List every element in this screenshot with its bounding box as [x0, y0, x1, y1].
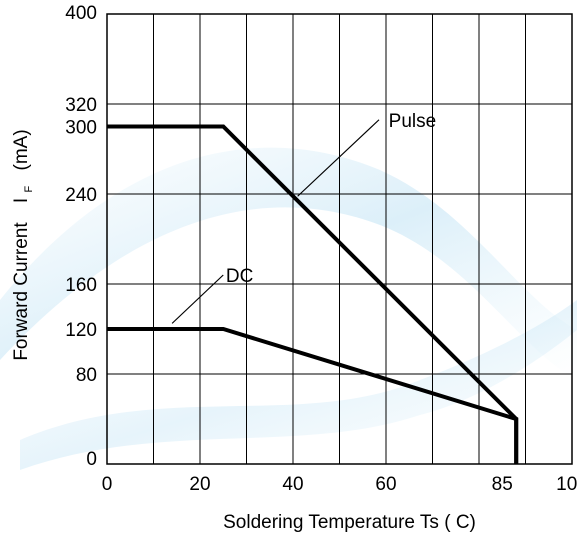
x-tick-label: 100	[556, 474, 577, 495]
y-tick-label: 320	[65, 95, 97, 116]
plot-frame	[106, 13, 573, 465]
y-axis-title-unit: (mA)	[11, 129, 32, 170]
annotation-leaders	[171, 119, 380, 324]
x-tick-label: 85	[492, 474, 513, 495]
x-tick-label: 40	[282, 474, 303, 495]
grid-lines	[107, 14, 572, 464]
annotation-labels: Pulse DC	[226, 111, 436, 287]
x-axis-title: Soldering Temperature Ts ( C)	[223, 512, 476, 533]
y-tick-label: 0	[86, 449, 97, 470]
x-tick-label: 20	[189, 474, 210, 495]
y-axis-title-subscript: F	[23, 186, 35, 193]
y-tick-label: 400	[65, 3, 97, 24]
x-tick-label: 60	[375, 474, 396, 495]
y-tick-label: 120	[65, 320, 97, 341]
y-tick-label: 300	[65, 118, 97, 139]
y-tick-label: 160	[65, 275, 97, 296]
x-tick-labels: 0 20 40 60 85 100	[102, 474, 577, 495]
y-tick-label: 240	[65, 185, 97, 206]
x-tick-label: 0	[102, 474, 113, 495]
series-line-dc	[107, 327, 519, 464]
y-axis-title: Forward Current I F (mA)	[11, 129, 37, 360]
annotation-leader	[171, 274, 224, 324]
annotation-label-dc: DC	[226, 266, 253, 287]
y-axis-title-name: Forward Current	[11, 222, 32, 361]
annotation-leader	[297, 119, 380, 197]
y-axis-title-symbol: I	[11, 198, 32, 203]
annotation-label-pulse: Pulse	[389, 111, 437, 132]
y-tick-label: 80	[76, 365, 97, 386]
